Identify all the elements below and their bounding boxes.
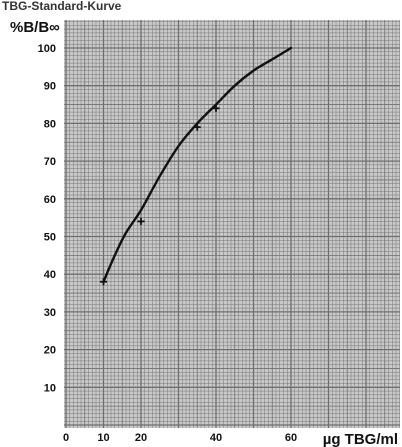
x-axis-ticks: 0 10 20 40 60 (63, 432, 297, 444)
data-point-marker (100, 278, 107, 286)
grid-paper (64, 20, 400, 428)
grid-background (64, 20, 400, 428)
y-tick-label: 90 (44, 81, 56, 93)
standard-curve-line (102, 46, 293, 283)
y-tick-label: 40 (44, 269, 56, 281)
x-tick-label: 40 (210, 432, 222, 444)
y-tick-label: 20 (44, 345, 56, 357)
curve-layer (102, 46, 293, 283)
y-tick-label: 50 (44, 232, 56, 244)
x-tick-label: 0 (63, 432, 69, 444)
y-tick-label: 80 (44, 118, 56, 130)
x-tick-label: 20 (135, 432, 147, 444)
chart-title: TBG-Standard-Kurve (2, 0, 122, 13)
y-tick-label: 60 (44, 194, 56, 206)
data-point-marker (212, 104, 220, 112)
marker-layer (100, 104, 220, 286)
data-point-marker (193, 123, 201, 131)
y-tick-label: 70 (44, 156, 56, 168)
y-axis-ticks: 10 20 30 40 50 60 70 80 90 100 (38, 43, 56, 394)
y-tick-label: 10 (44, 382, 56, 394)
data-point-marker (137, 217, 145, 225)
x-axis-label: µg TBG/ml (323, 431, 398, 447)
x-tick-label: 60 (285, 432, 297, 444)
y-tick-label: 100 (38, 43, 56, 55)
x-tick-label: 10 (97, 432, 109, 444)
y-tick-label: 30 (44, 307, 56, 319)
y-axis-label: %B/B∞ (10, 19, 60, 36)
